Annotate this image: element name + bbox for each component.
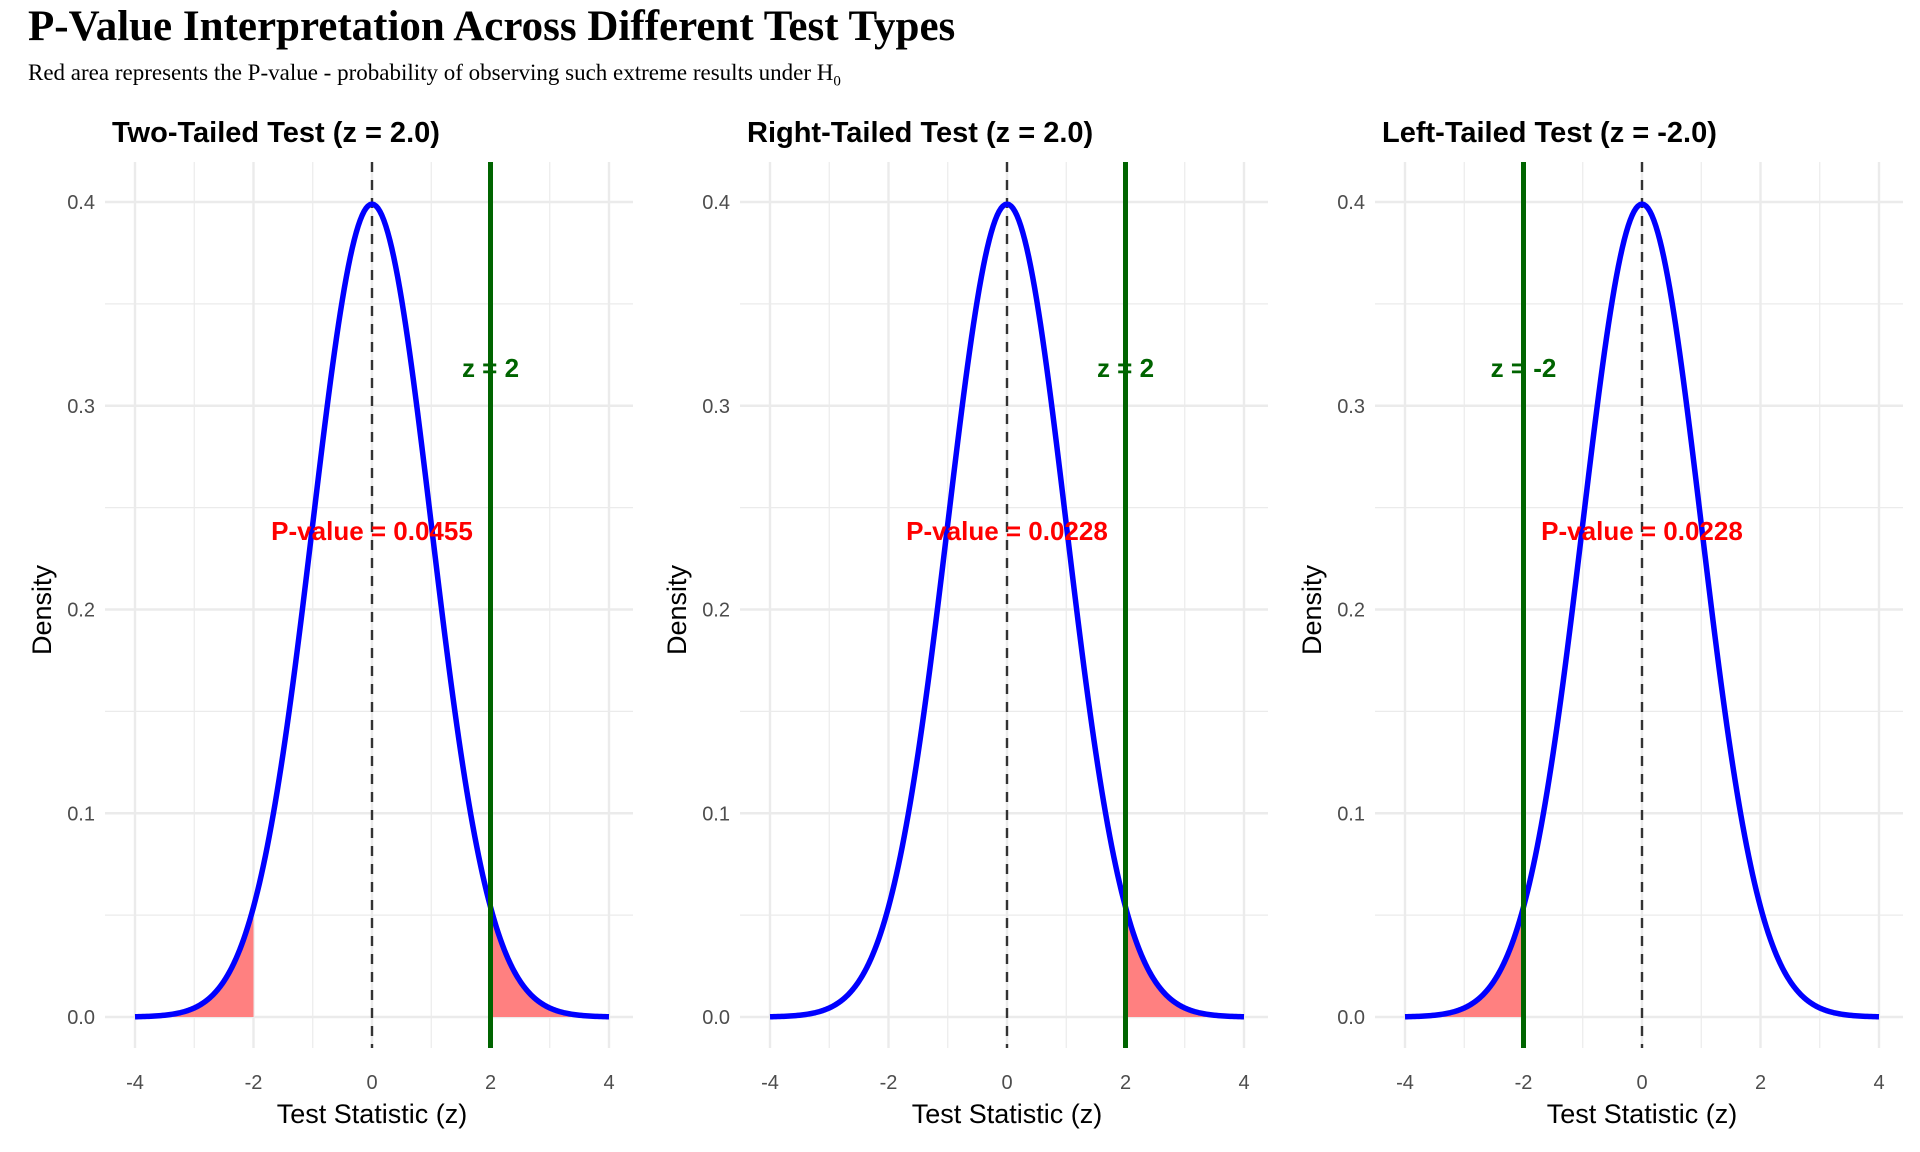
subtitle-text: Red area represents the P-value - probab…	[28, 60, 834, 85]
y-tick-label: 0.4	[67, 192, 95, 214]
x-tick-label: -4	[761, 1072, 779, 1094]
panel-title: Left-Tailed Test (z = -2.0)	[1382, 117, 1717, 149]
p-value-area	[1125, 906, 1244, 1017]
x-tick-label: 4	[1873, 1072, 1884, 1094]
x-tick-label: 0	[1001, 1072, 1012, 1094]
x-axis-label: Test Statistic (z)	[277, 1099, 468, 1129]
y-axis-label: Density	[1297, 564, 1327, 655]
page-subtitle: Red area represents the P-value - probab…	[28, 60, 841, 91]
y-tick-label: 0.4	[1337, 192, 1365, 214]
density-curve	[134, 201, 610, 1020]
subtitle-subscript: 0	[833, 73, 841, 90]
p-value-label: P-value = 0.0228	[906, 516, 1108, 546]
x-tick-label: 4	[603, 1072, 614, 1094]
y-tick-label: 0.0	[1337, 1007, 1365, 1029]
y-tick-label: 0.2	[702, 600, 730, 622]
density-curve	[1404, 201, 1880, 1020]
p-value-label: P-value = 0.0455	[271, 516, 473, 546]
panel-title: Right-Tailed Test (z = 2.0)	[747, 117, 1093, 149]
density-curve	[769, 201, 1245, 1020]
y-tick-label: 0.1	[1337, 803, 1365, 825]
x-tick-label: -4	[1396, 1072, 1414, 1094]
p-value-area	[135, 906, 254, 1017]
x-axis-label: Test Statistic (z)	[1547, 1099, 1738, 1129]
y-tick-label: 0.3	[67, 396, 95, 418]
x-tick-label: 0	[366, 1072, 377, 1094]
x-axis-label: Test Statistic (z)	[912, 1099, 1103, 1129]
x-tick-label: 4	[1238, 1072, 1249, 1094]
x-tick-label: 2	[1755, 1072, 1766, 1094]
y-tick-label: 0.1	[702, 803, 730, 825]
test-statistic-label: z = 2	[462, 353, 519, 383]
y-tick-label: 0.3	[1337, 396, 1365, 418]
x-tick-label: 2	[485, 1072, 496, 1094]
x-tick-label: -2	[880, 1072, 898, 1094]
panel-title: Two-Tailed Test (z = 2.0)	[112, 117, 440, 149]
y-tick-label: 0.4	[702, 192, 730, 214]
y-tick-label: 0.0	[702, 1007, 730, 1029]
x-tick-label: 2	[1120, 1072, 1131, 1094]
y-tick-label: 0.2	[1337, 600, 1365, 622]
y-axis-label: Density	[662, 564, 692, 655]
panel-1: Two-Tailed Test (z = 2.0) z = 2 P-value = …	[27, 117, 633, 1129]
x-tick-label: -2	[245, 1072, 263, 1094]
panel-2: Right-Tailed Test (z = 2.0) z = 2 P-value …	[662, 117, 1268, 1129]
p-value-label: P-value = 0.0228	[1541, 516, 1743, 546]
p-value-area	[490, 906, 609, 1017]
x-tick-label: -2	[1515, 1072, 1533, 1094]
y-tick-label: 0.2	[67, 600, 95, 622]
x-tick-label: -4	[126, 1072, 144, 1094]
y-tick-label: 0.1	[67, 803, 95, 825]
test-statistic-label: z = 2	[1097, 353, 1154, 383]
panel-3: Left-Tailed Test (z = -2.0) z = -2 P-value…	[1297, 117, 1903, 1129]
p-value-area	[1405, 906, 1524, 1017]
x-tick-label: 0	[1636, 1072, 1647, 1094]
y-axis-label: Density	[27, 564, 57, 655]
y-tick-label: 0.0	[67, 1007, 95, 1029]
test-statistic-label: z = -2	[1491, 353, 1557, 383]
page-title: P-Value Interpretation Across Different …	[28, 3, 956, 50]
y-tick-label: 0.3	[702, 396, 730, 418]
